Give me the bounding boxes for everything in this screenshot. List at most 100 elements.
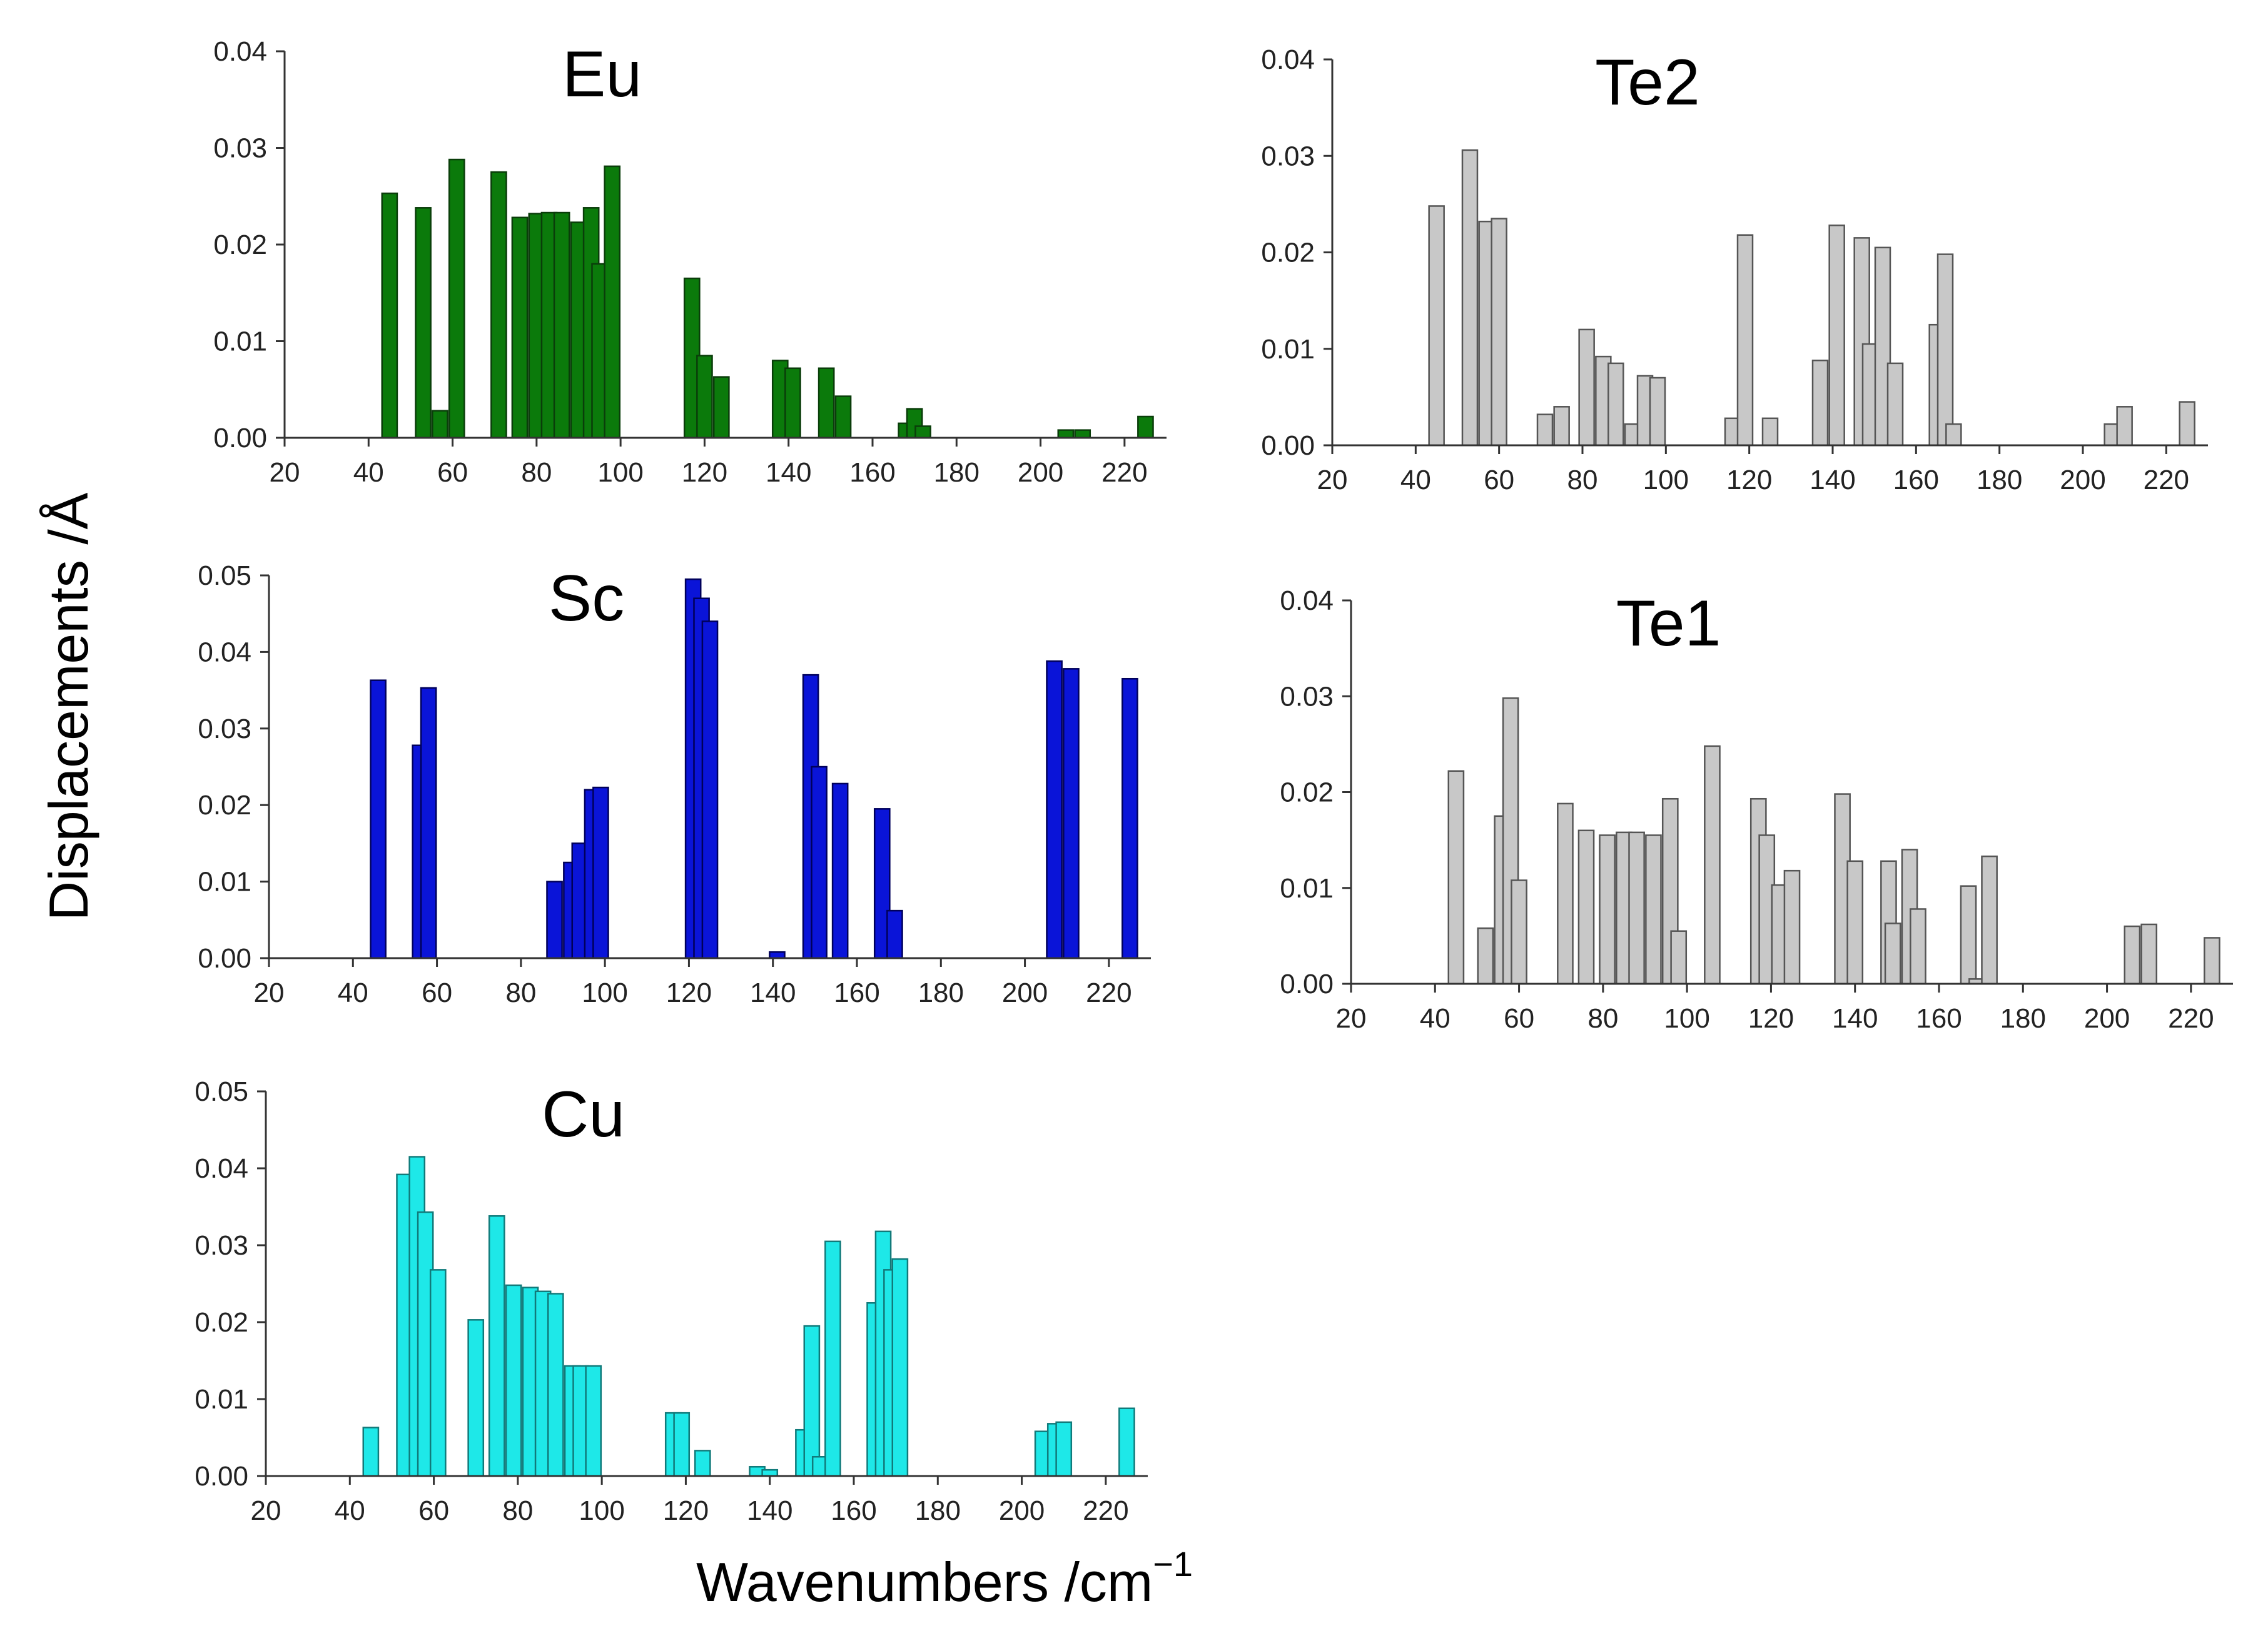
te1-y-tick-label: 0.01	[1280, 873, 1334, 904]
te2-y-tick-label: 0.02	[1261, 238, 1315, 268]
te2-bar	[1761, 417, 1779, 447]
eu-bar	[432, 410, 448, 439]
te1-bar	[1960, 885, 1977, 985]
sc-bar	[886, 909, 903, 959]
panel-sc: 20 40 60 80 100 120 140 160 180 200 220 0.00 0.01 0.0…	[198, 560, 1151, 1008]
te1-bar	[1599, 834, 1616, 985]
sc-bar	[370, 679, 387, 959]
te2-bar	[1578, 328, 1595, 447]
cu-x-tick-label: 220	[1083, 1495, 1128, 1526]
eu-x-tick-label: 80	[521, 457, 552, 488]
cu-bar	[694, 1450, 711, 1477]
te1-title: Te1	[1616, 587, 1721, 660]
cu-x-tick-label: 120	[663, 1495, 709, 1526]
sc-bar	[1046, 660, 1063, 959]
eu-title: Eu	[562, 38, 642, 111]
te1-x-tick-label: 40	[1420, 1003, 1450, 1034]
cu-y-tick-label: 0.01	[195, 1384, 248, 1415]
cu-x-tick-label: 200	[999, 1495, 1045, 1526]
eu-x-tick-label: 100	[597, 457, 643, 488]
sc-bar	[831, 782, 849, 959]
te2-bar	[1828, 225, 1845, 447]
te2-x-tick-label: 100	[1643, 465, 1689, 495]
y-axis-title: Displacements /Å	[38, 492, 99, 921]
te1-bar	[1910, 908, 1926, 985]
cu-y-tick-label: 0.03	[195, 1230, 248, 1261]
eu-bar	[553, 211, 570, 439]
sc-bar	[1063, 668, 1080, 959]
sc-x-tick-label: 80	[505, 978, 536, 1008]
sc-y-tick-label: 0.00	[198, 943, 251, 974]
eu-y-tick-label: 0.04	[213, 36, 267, 67]
sc-x-tick-label: 160	[834, 978, 879, 1008]
te2-bar	[1811, 360, 1829, 447]
te1-x-tick-label: 200	[2084, 1003, 2130, 1034]
eu-bar	[784, 367, 801, 439]
te2-x-tick-label: 120	[1726, 465, 1772, 495]
panel-te2: 20 40 60 80 100 120 140 160 180 200 220 0.00 0.01 0.0…	[1261, 44, 2208, 495]
te1-y-tick-label: 0.04	[1280, 585, 1334, 616]
eu-y-tick-label: 0.02	[213, 230, 267, 260]
te2-bar	[1491, 218, 1507, 447]
te1-x-tick-label: 80	[1587, 1003, 1618, 1034]
cu-bar	[547, 1293, 564, 1477]
cu-bar	[585, 1365, 602, 1477]
te2-bar	[2179, 401, 2195, 447]
sc-x-tick-label: 220	[1086, 978, 1131, 1008]
cu-bar	[824, 1240, 841, 1477]
te2-x-tick-label: 180	[1977, 465, 2022, 495]
eu-y-tick-label: 0.03	[213, 133, 267, 164]
panel-cu: 20 40 60 80 100 120 140 160 180 200 220 0.00 0.01 0.0…	[195, 1076, 1148, 1526]
te2-x-tick-label: 220	[2144, 465, 2189, 495]
eu-bar	[381, 192, 398, 439]
te2-bar	[1736, 234, 1754, 447]
eu-x-tick-label: 200	[1018, 457, 1063, 488]
te1-bar	[1846, 860, 1864, 985]
te2-x-tick-label: 80	[1567, 465, 1598, 495]
te2-x-tick-label: 140	[1810, 465, 1855, 495]
sc-x-tick-label: 20	[254, 978, 285, 1008]
te1-x-tick-label: 220	[2168, 1003, 2214, 1034]
te2-bar	[1607, 362, 1624, 447]
eu-bar	[914, 425, 931, 439]
te2-x-tick-label: 40	[1400, 465, 1431, 495]
eu-bar	[604, 165, 621, 439]
te1-bar	[1645, 834, 1662, 985]
cu-x-tick-label: 20	[251, 1495, 281, 1526]
eu-x-tick-label: 220	[1101, 457, 1147, 488]
te1-y-tick-label: 0.00	[1280, 969, 1334, 999]
te1-y-tick-label: 0.02	[1280, 777, 1334, 808]
eu-bar	[448, 158, 465, 439]
eu-bar	[490, 171, 507, 439]
sc-x-tick-label: 60	[422, 978, 452, 1008]
te2-bar	[1553, 406, 1570, 447]
cu-x-tick-label: 100	[579, 1495, 624, 1526]
cu-bar	[488, 1215, 505, 1477]
te2-bar	[1886, 362, 1904, 447]
cu-x-tick-label: 60	[418, 1495, 449, 1526]
cu-bar	[362, 1427, 380, 1477]
te2-bar	[1428, 205, 1445, 447]
sc-bar	[546, 881, 563, 959]
sc-x-tick-label: 140	[750, 978, 796, 1008]
eu-bar	[1074, 429, 1091, 439]
te1-bar	[2140, 923, 2158, 985]
te1-x-tick-label: 60	[1504, 1003, 1534, 1034]
te1-bar	[1447, 770, 1465, 985]
te2-bar	[1874, 246, 1891, 447]
te1-x-tick-label: 180	[2000, 1003, 2046, 1034]
sc-y-tick-label: 0.05	[198, 560, 251, 591]
te2-x-tick-label: 60	[1484, 465, 1514, 495]
eu-x-tick-label: 120	[682, 457, 727, 488]
sc-x-tick-label: 120	[666, 978, 712, 1008]
cu-y-tick-label: 0.04	[195, 1153, 248, 1184]
te2-y-tick-label: 0.04	[1261, 44, 1315, 75]
eu-x-tick-label: 60	[437, 457, 468, 488]
panel-eu: 20 40 60 80 100 120 140 160 180 200 220 0.00 0.01 0.0…	[213, 36, 1167, 488]
x-axis-title-main: Wavenumbers /cm	[696, 1551, 1153, 1613]
eu-x-tick-label: 180	[934, 457, 980, 488]
te1-bar	[1557, 802, 1574, 985]
cu-bar	[891, 1258, 909, 1477]
eu-bar	[834, 395, 852, 439]
